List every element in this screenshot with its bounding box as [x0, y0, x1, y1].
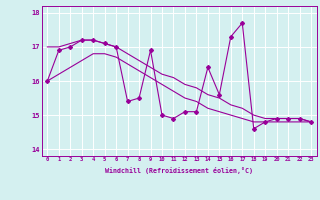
X-axis label: Windchill (Refroidissement éolien,°C): Windchill (Refroidissement éolien,°C) — [105, 167, 253, 174]
